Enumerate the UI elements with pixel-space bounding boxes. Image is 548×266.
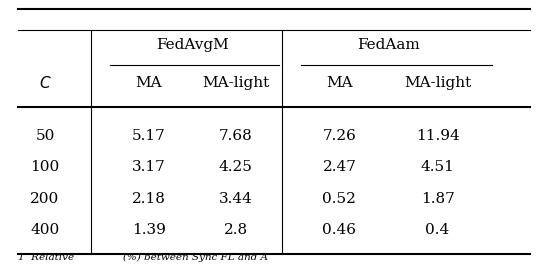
Text: MA: MA <box>135 76 162 90</box>
Text: 3.44: 3.44 <box>219 192 253 206</box>
Text: 100: 100 <box>30 160 60 174</box>
Text: 7.26: 7.26 <box>322 129 356 143</box>
Text: 400: 400 <box>30 223 60 237</box>
Text: 1.87: 1.87 <box>421 192 454 206</box>
Text: FedAvgM: FedAvgM <box>156 38 229 52</box>
Text: 1.39: 1.39 <box>132 223 165 237</box>
Text: 4.25: 4.25 <box>219 160 253 174</box>
Text: MA: MA <box>326 76 353 90</box>
Text: 5.17: 5.17 <box>132 129 165 143</box>
Text: 0.46: 0.46 <box>322 223 356 237</box>
Text: $C$: $C$ <box>39 75 52 91</box>
Text: 200: 200 <box>30 192 60 206</box>
Text: 3.17: 3.17 <box>132 160 165 174</box>
Text: 2.47: 2.47 <box>322 160 356 174</box>
Text: 0.4: 0.4 <box>425 223 450 237</box>
Text: 1  Relative               (%) between Sync FL and A: 1 Relative (%) between Sync FL and A <box>18 253 268 262</box>
Text: 7.68: 7.68 <box>219 129 253 143</box>
Text: 50: 50 <box>35 129 55 143</box>
Text: 2.8: 2.8 <box>224 223 248 237</box>
Text: 0.52: 0.52 <box>322 192 356 206</box>
Text: MA-light: MA-light <box>202 76 270 90</box>
Text: 4.51: 4.51 <box>421 160 454 174</box>
Text: 11.94: 11.94 <box>416 129 459 143</box>
Text: 2.18: 2.18 <box>132 192 165 206</box>
Text: FedAam: FedAam <box>357 38 420 52</box>
Text: MA-light: MA-light <box>404 76 471 90</box>
